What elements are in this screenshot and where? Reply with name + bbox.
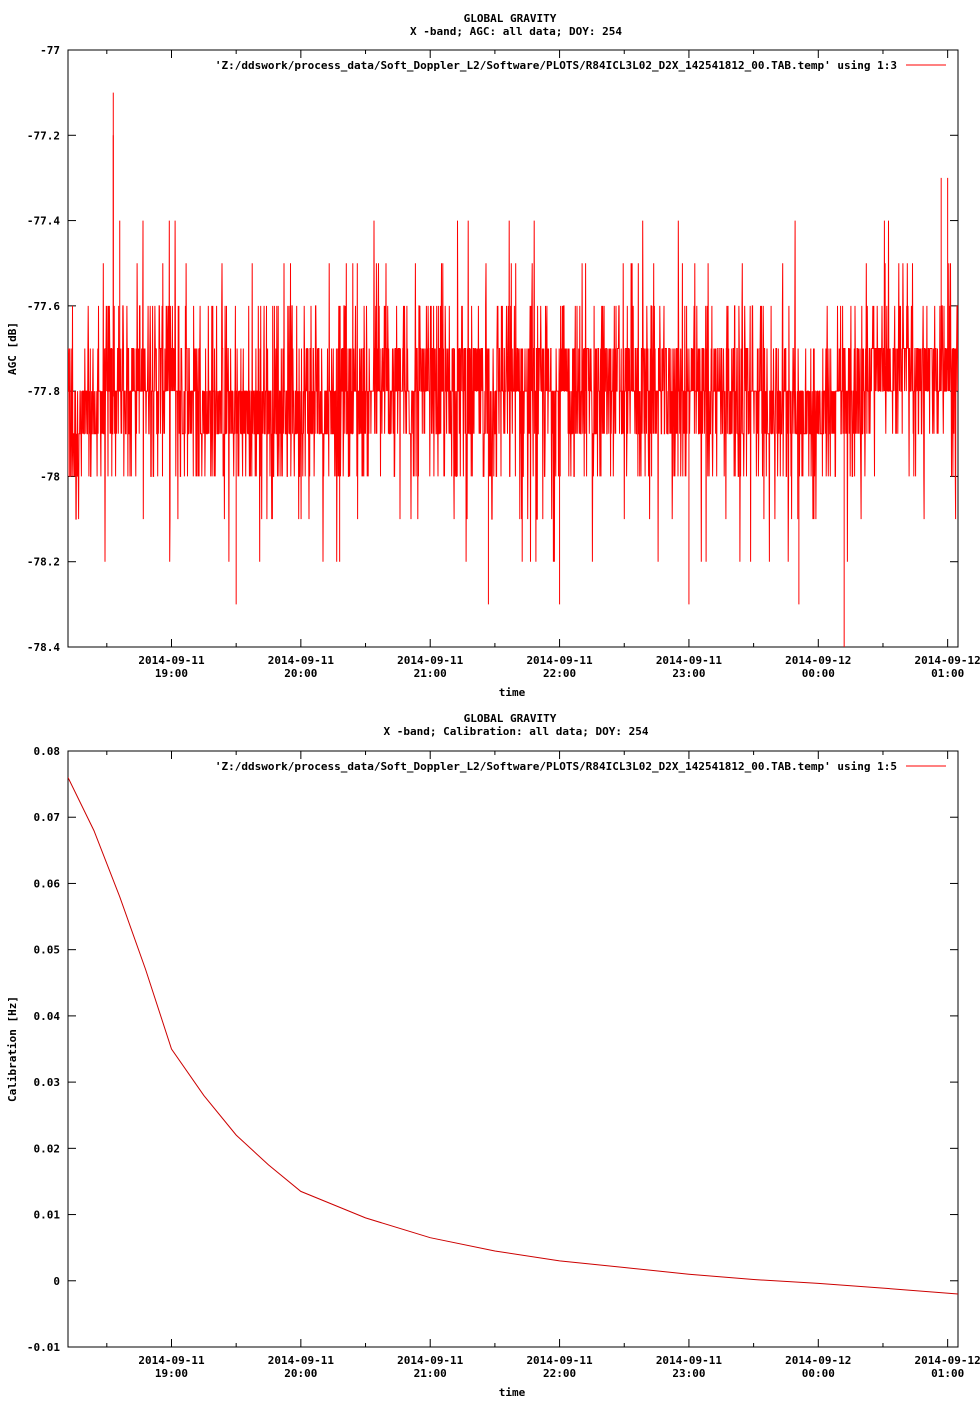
series-line: [68, 777, 958, 1295]
chart-title: GLOBAL GRAVITY: [464, 712, 557, 725]
y-tick-label: -77.2: [27, 129, 60, 142]
y-axis-label: Calibration [Hz]: [6, 996, 19, 1102]
x-tick-date: 2014-09-11: [138, 1354, 205, 1367]
y-tick-label: -78.4: [27, 641, 60, 654]
y-tick-label: 0.05: [34, 944, 61, 957]
y-tick-label: -77.4: [27, 215, 60, 228]
x-tick-date: 2014-09-11: [397, 1354, 464, 1367]
x-tick-date: 2014-09-12: [915, 1354, 980, 1367]
legend-label: 'Z:/ddswork/process_data/Soft_Doppler_L2…: [215, 760, 897, 773]
y-tick-label: -78: [40, 470, 60, 483]
y-tick-label: -0.01: [27, 1341, 60, 1354]
y-tick-label: -78.2: [27, 556, 60, 569]
x-tick-date: 2014-09-11: [526, 1354, 593, 1367]
x-tick-time: 20:00: [284, 667, 317, 680]
x-tick-date: 2014-09-11: [526, 654, 593, 667]
x-tick-date: 2014-09-12: [915, 654, 980, 667]
y-tick-label: 0.02: [34, 1142, 61, 1155]
y-tick-label: 0: [53, 1275, 60, 1288]
y-tick-label: 0.06: [34, 877, 61, 890]
chart-subtitle: X -band; AGC: all data; DOY: 254: [410, 25, 622, 38]
x-tick-time: 22:00: [543, 1367, 576, 1380]
y-tick-label: -77.8: [27, 385, 60, 398]
y-axis-label: AGC [dB]: [6, 322, 19, 375]
y-tick-label: -77: [40, 44, 60, 57]
x-tick-date: 2014-09-11: [268, 654, 335, 667]
x-tick-time: 00:00: [802, 667, 835, 680]
x-tick-time: 19:00: [155, 1367, 188, 1380]
chart-title: GLOBAL GRAVITY: [464, 12, 557, 25]
x-tick-date: 2014-09-11: [656, 1354, 723, 1367]
y-tick-label: 0.07: [34, 811, 61, 824]
x-tick-date: 2014-09-12: [785, 654, 851, 667]
x-tick-time: 00:00: [802, 1367, 835, 1380]
y-tick-label: 0.01: [34, 1209, 61, 1222]
x-tick-time: 19:00: [155, 667, 188, 680]
x-tick-date: 2014-09-11: [656, 654, 723, 667]
x-tick-time: 23:00: [672, 1367, 705, 1380]
x-tick-date: 2014-09-11: [397, 654, 464, 667]
y-tick-label: 0.08: [34, 745, 61, 758]
x-tick-time: 01:00: [931, 667, 964, 680]
x-tick-date: 2014-09-11: [268, 1354, 335, 1367]
y-tick-label: 0.03: [34, 1076, 61, 1089]
y-tick-label: 0.04: [34, 1010, 61, 1023]
x-tick-time: 01:00: [931, 1367, 964, 1380]
series-line: [68, 220, 958, 562]
x-tick-date: 2014-09-12: [785, 1354, 851, 1367]
plot-frame: [67, 750, 959, 1348]
x-axis-label: time: [499, 1386, 526, 1399]
y-tick-label: -77.6: [27, 300, 60, 313]
x-tick-date: 2014-09-11: [138, 654, 205, 667]
chart-subtitle: X -band; Calibration: all data; DOY: 254: [384, 725, 649, 738]
legend-label: 'Z:/ddswork/process_data/Soft_Doppler_L2…: [215, 59, 897, 72]
x-tick-time: 22:00: [543, 667, 576, 680]
x-tick-time: 23:00: [672, 667, 705, 680]
x-tick-time: 21:00: [414, 667, 447, 680]
x-axis-label: time: [499, 686, 526, 699]
x-tick-time: 20:00: [284, 1367, 317, 1380]
x-tick-time: 21:00: [414, 1367, 447, 1380]
